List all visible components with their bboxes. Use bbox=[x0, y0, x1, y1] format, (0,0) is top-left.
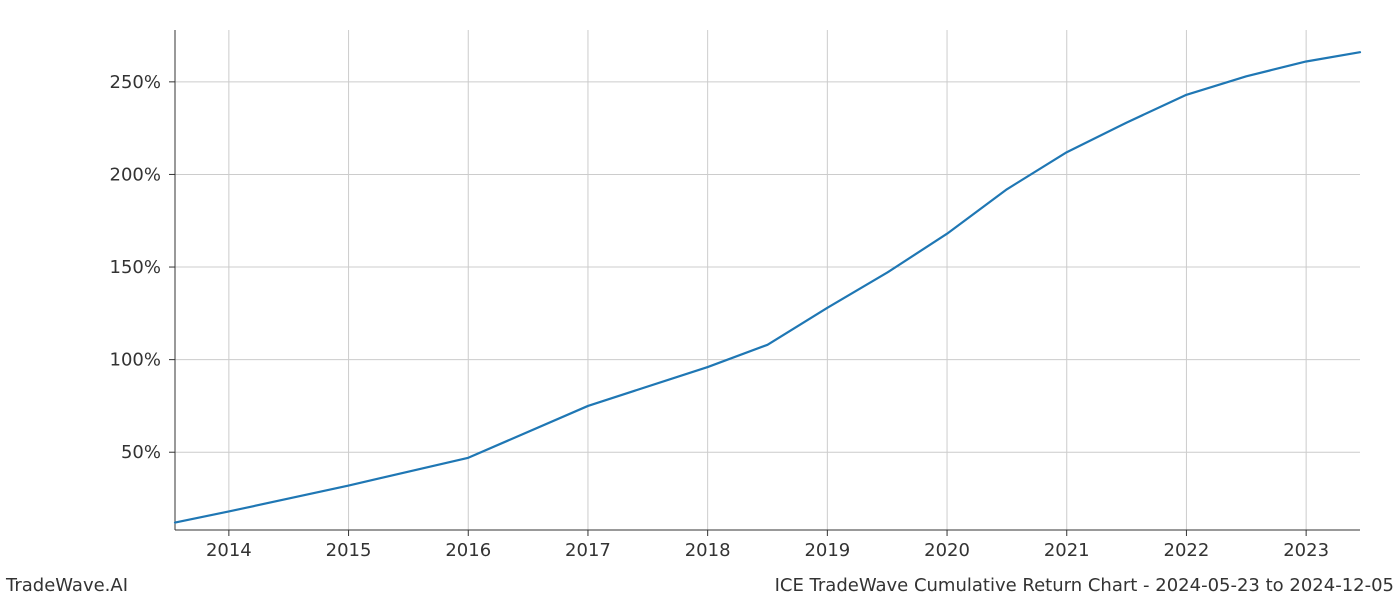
x-tick-label: 2019 bbox=[804, 540, 850, 561]
x-tick-label: 2015 bbox=[326, 540, 372, 561]
footer-left-label: TradeWave.AI bbox=[6, 575, 128, 596]
y-tick-label: 200% bbox=[110, 164, 161, 185]
x-tick-label: 2023 bbox=[1283, 540, 1329, 561]
line-chart: 2014 2015 2016 2017 2018 2019 2020 2021 2022 2023… bbox=[0, 0, 1400, 600]
y-tick-label: 50% bbox=[121, 442, 161, 463]
y-tick-label: 100% bbox=[110, 350, 161, 371]
footer-right-label: ICE TradeWave Cumulative Return Chart - … bbox=[775, 575, 1394, 596]
chart-container: 2014 2015 2016 2017 2018 2019 2020 2021 2022 2023… bbox=[0, 0, 1400, 600]
y-tick-label: 250% bbox=[110, 72, 161, 93]
y-tick-label: 150% bbox=[110, 257, 161, 278]
x-tick-label: 2020 bbox=[924, 540, 970, 561]
x-tick-label: 2018 bbox=[685, 540, 731, 561]
x-tick-label: 2021 bbox=[1044, 540, 1090, 561]
x-tick-label: 2014 bbox=[206, 540, 252, 561]
x-tick-label: 2022 bbox=[1164, 540, 1210, 561]
x-tick-label: 2017 bbox=[565, 540, 611, 561]
x-tick-label: 2016 bbox=[445, 540, 491, 561]
